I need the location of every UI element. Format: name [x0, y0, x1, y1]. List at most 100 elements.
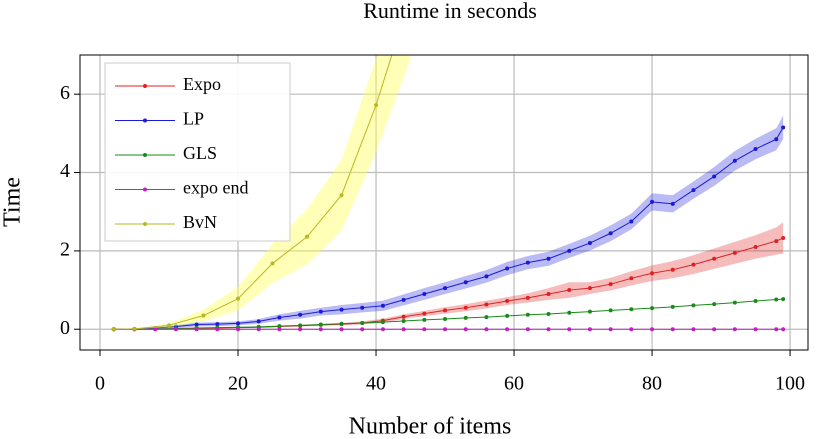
- point: [484, 274, 489, 279]
- y-tick-label: 2: [60, 238, 70, 260]
- point: [650, 199, 655, 204]
- point: [277, 324, 282, 329]
- point: [691, 188, 696, 193]
- point: [194, 322, 199, 327]
- point: [173, 327, 178, 332]
- legend-marker: [143, 222, 147, 226]
- point: [298, 327, 303, 332]
- point: [732, 158, 737, 163]
- point: [525, 327, 530, 332]
- point: [277, 327, 282, 332]
- point: [753, 244, 758, 249]
- point: [732, 300, 737, 305]
- point: [712, 174, 717, 179]
- point: [546, 291, 551, 296]
- point: [132, 326, 137, 331]
- point: [525, 260, 530, 265]
- point: [215, 327, 220, 332]
- point: [236, 327, 241, 332]
- point: [339, 307, 344, 312]
- point: [629, 276, 634, 281]
- y-tick-label: 0: [60, 317, 70, 339]
- point: [753, 299, 758, 304]
- x-tick-label: 60: [504, 373, 524, 395]
- point: [650, 306, 655, 311]
- point: [629, 219, 634, 224]
- point: [215, 322, 220, 327]
- point: [587, 327, 592, 332]
- point: [505, 266, 510, 271]
- point: [525, 312, 530, 317]
- point: [167, 323, 172, 328]
- point: [567, 327, 572, 332]
- point: [277, 315, 282, 320]
- plot-frame: [79, 54, 809, 351]
- point: [587, 286, 592, 291]
- point: [201, 313, 206, 318]
- point: [629, 327, 634, 332]
- point: [781, 327, 786, 332]
- y-axis-label: Time: [0, 177, 26, 227]
- point: [774, 327, 779, 332]
- point: [505, 299, 510, 304]
- point: [270, 261, 275, 266]
- point: [236, 296, 241, 301]
- plot-area: [111, 55, 786, 332]
- point: [401, 297, 406, 302]
- point: [608, 327, 613, 332]
- point: [298, 312, 303, 317]
- point: [774, 239, 779, 244]
- legend-marker: [143, 84, 147, 88]
- series-line: [113, 127, 784, 330]
- point: [774, 297, 779, 302]
- point: [443, 317, 448, 322]
- point: [484, 315, 489, 320]
- x-tick-label: 20: [228, 373, 248, 395]
- point: [401, 314, 406, 319]
- point: [608, 282, 613, 287]
- point: [712, 302, 717, 307]
- x-tick-label: 40: [366, 373, 386, 395]
- point: [443, 286, 448, 291]
- point: [256, 319, 261, 324]
- point: [629, 307, 634, 312]
- point: [670, 304, 675, 309]
- point: [587, 309, 592, 314]
- point: [305, 234, 310, 239]
- point: [781, 235, 786, 240]
- point: [318, 327, 323, 332]
- point: [153, 327, 158, 332]
- point: [380, 327, 385, 332]
- point: [546, 256, 551, 261]
- point: [753, 147, 758, 152]
- legend-marker: [143, 118, 147, 123]
- point: [712, 256, 717, 261]
- point: [443, 327, 448, 332]
- point: [525, 295, 530, 300]
- point: [360, 305, 365, 310]
- point: [732, 250, 737, 255]
- legend-marker: [143, 187, 147, 192]
- point: [360, 327, 365, 332]
- point: [484, 327, 489, 332]
- point: [567, 288, 572, 293]
- point: [422, 317, 427, 322]
- legend-box: [104, 62, 291, 242]
- legend-label: expo end: [183, 178, 248, 198]
- point: [380, 303, 385, 308]
- point: [774, 137, 779, 142]
- point: [608, 231, 613, 236]
- x-tick-label: 0: [95, 373, 105, 395]
- point: [111, 327, 116, 332]
- point: [360, 320, 365, 325]
- point: [670, 267, 675, 272]
- point: [670, 201, 675, 206]
- point: [463, 315, 468, 320]
- point: [401, 327, 406, 332]
- legend: Expo LP GLS expo end BvN: [104, 62, 291, 242]
- point: [298, 323, 303, 328]
- point: [691, 303, 696, 308]
- point: [318, 309, 323, 314]
- point: [712, 327, 717, 332]
- point: [587, 241, 592, 246]
